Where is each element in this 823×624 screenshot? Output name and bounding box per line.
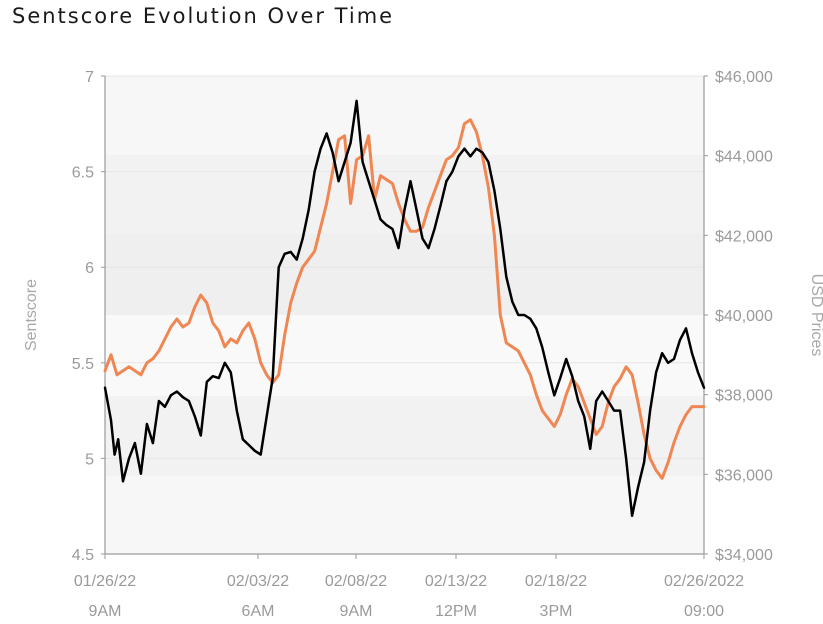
x-tick-date: 02/18/22 [525,573,587,590]
y-tick-label: 5.5 [72,356,94,373]
x-tick-time: 12PM [435,603,477,620]
y-axis-label-left: Sentscore [23,279,40,351]
x-tick-date: 02/26/2022 [664,573,744,590]
gridlines [105,75,704,459]
x-tick-date: 01/26/22 [74,573,136,590]
series-lines [103,99,706,518]
y-tick-label: 6.5 [72,165,94,182]
y-tick-label: 5 [85,451,94,468]
band [105,315,704,396]
y-tick-label: 7 [85,69,94,86]
x-tick-date: 02/08/22 [325,573,387,590]
sentscore-line [103,99,706,518]
band [105,234,704,315]
y2-tick-label: $34,000 [715,547,773,564]
y2-tick-label: $42,000 [715,228,773,245]
y2-tick-label: $44,000 [715,149,773,166]
y2-tick-label: $46,000 [715,69,773,86]
y-tick-label: 6 [85,260,94,277]
x-tick-time: 9AM [340,603,373,620]
plot-area [105,76,704,554]
y-axis-label-right: USD Prices [808,274,823,357]
y-ticks-left: 4.5 5 5.5 6 6.5 7 [72,69,105,564]
x-tick-time: 6AM [242,603,275,620]
y-tick-label: 4.5 [72,547,94,564]
y2-tick-label: $40,000 [715,308,773,325]
x-ticks: 01/26/22 9AM 02/03/22 6AM 02/08/22 9AM 02/13/2… [74,554,744,620]
y-ticks-right: $34,000 $36,000 $38,000 $40,000 $42,000 $44,0… [704,69,773,564]
x-tick-time: 9AM [89,603,122,620]
x-tick-date: 02/13/22 [425,573,487,590]
band [105,396,704,476]
usd-price-line [103,118,706,480]
y2-tick-label: $38,000 [715,388,773,405]
x-tick-time: 09:00 [684,603,724,620]
x-tick-date: 02/03/22 [227,573,289,590]
chart-title: Sentscore Evolution Over Time [12,4,395,28]
y2-tick-label: $36,000 [715,467,773,484]
x-tick-time: 3PM [540,603,573,620]
